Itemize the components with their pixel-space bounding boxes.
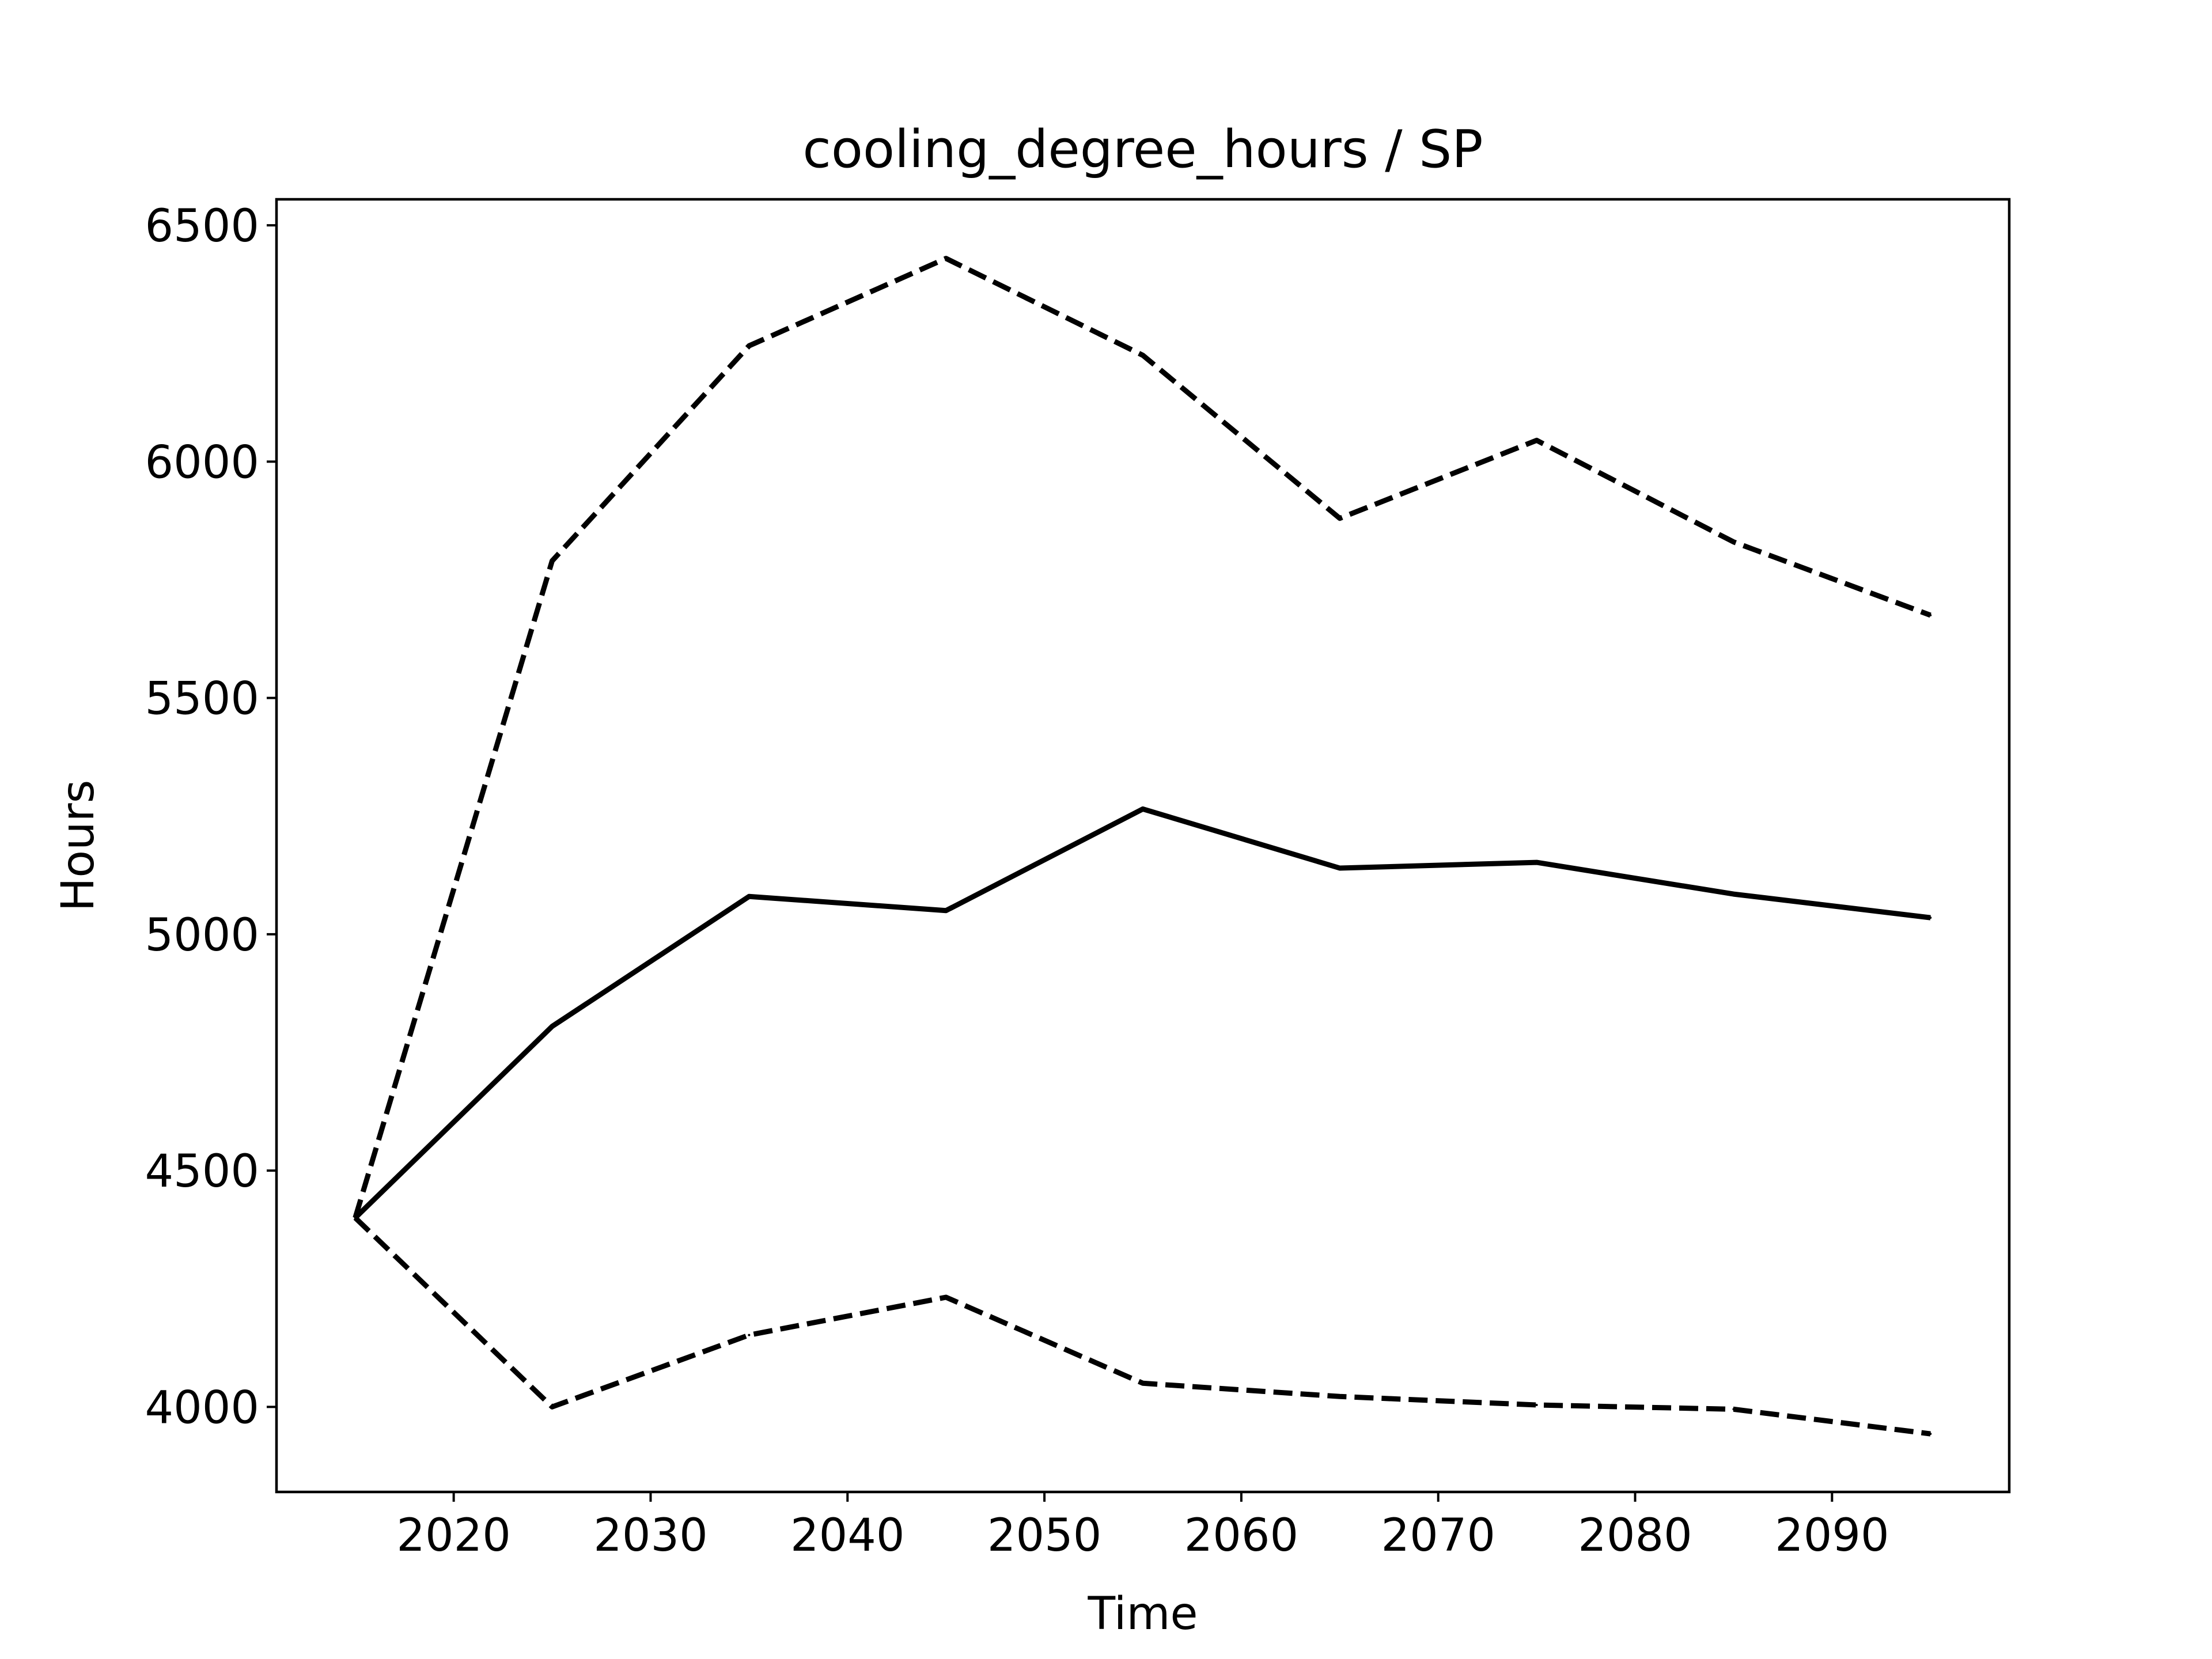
y-axis-label: Hours bbox=[52, 780, 104, 912]
series-point bbox=[354, 1217, 357, 1219]
y-tick-label: 6500 bbox=[145, 200, 259, 252]
y-tick-label: 6000 bbox=[145, 437, 259, 488]
chart-title: cooling_degree_hours / SP bbox=[802, 119, 1483, 180]
series-point bbox=[551, 1025, 554, 1028]
x-tick-label: 2040 bbox=[790, 1510, 905, 1562]
series-point bbox=[1338, 1395, 1341, 1398]
series-point bbox=[945, 1296, 948, 1298]
series-point bbox=[1732, 540, 1735, 543]
series-point bbox=[551, 1406, 554, 1408]
x-tick-label: 2060 bbox=[1184, 1510, 1299, 1562]
series-point bbox=[1929, 1433, 1932, 1435]
y-tick-label: 4000 bbox=[145, 1382, 259, 1434]
x-tick-label: 2080 bbox=[1578, 1510, 1692, 1562]
y-axis: 4000 4500 5000 5500 6000 6500 bbox=[145, 200, 276, 1434]
series-point bbox=[1535, 861, 1538, 864]
x-tick-label: 2050 bbox=[987, 1510, 1102, 1562]
series-point bbox=[748, 1334, 751, 1336]
x-tick-label: 2020 bbox=[396, 1510, 511, 1562]
series-point bbox=[748, 895, 751, 898]
series-point bbox=[1535, 439, 1538, 442]
series-layer bbox=[353, 256, 1932, 1437]
series-point bbox=[1929, 916, 1932, 919]
plot-frame bbox=[275, 198, 2011, 1494]
x-tick-label: 2070 bbox=[1381, 1510, 1495, 1562]
series-point bbox=[1338, 866, 1341, 869]
series-point bbox=[1142, 808, 1144, 810]
x-axis-label: Time bbox=[1088, 1588, 1198, 1640]
x-axis: 2020 2030 2040 2050 2060 2070 2080 2090 bbox=[396, 1492, 1889, 1562]
y-tick-label: 5000 bbox=[145, 910, 259, 961]
series-point bbox=[945, 909, 948, 912]
series-point bbox=[1732, 1408, 1735, 1411]
x-tick-label: 2030 bbox=[593, 1510, 708, 1562]
y-tick-label: 5500 bbox=[145, 673, 259, 725]
x-tick-label: 2090 bbox=[1775, 1510, 1889, 1562]
series-point bbox=[1929, 614, 1932, 617]
series-point bbox=[1732, 893, 1735, 896]
series-point bbox=[551, 559, 554, 562]
y-tick-label: 4500 bbox=[145, 1146, 259, 1198]
series-point bbox=[1535, 1404, 1538, 1407]
series-point bbox=[945, 257, 948, 260]
series-point bbox=[748, 344, 751, 347]
series-point bbox=[1142, 354, 1144, 357]
series-point bbox=[1338, 517, 1341, 520]
series-point bbox=[1142, 1382, 1144, 1385]
